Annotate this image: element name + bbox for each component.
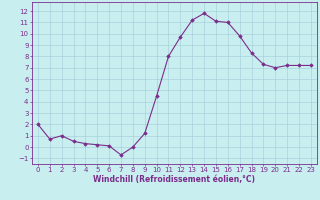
X-axis label: Windchill (Refroidissement éolien,°C): Windchill (Refroidissement éolien,°C) <box>93 175 255 184</box>
